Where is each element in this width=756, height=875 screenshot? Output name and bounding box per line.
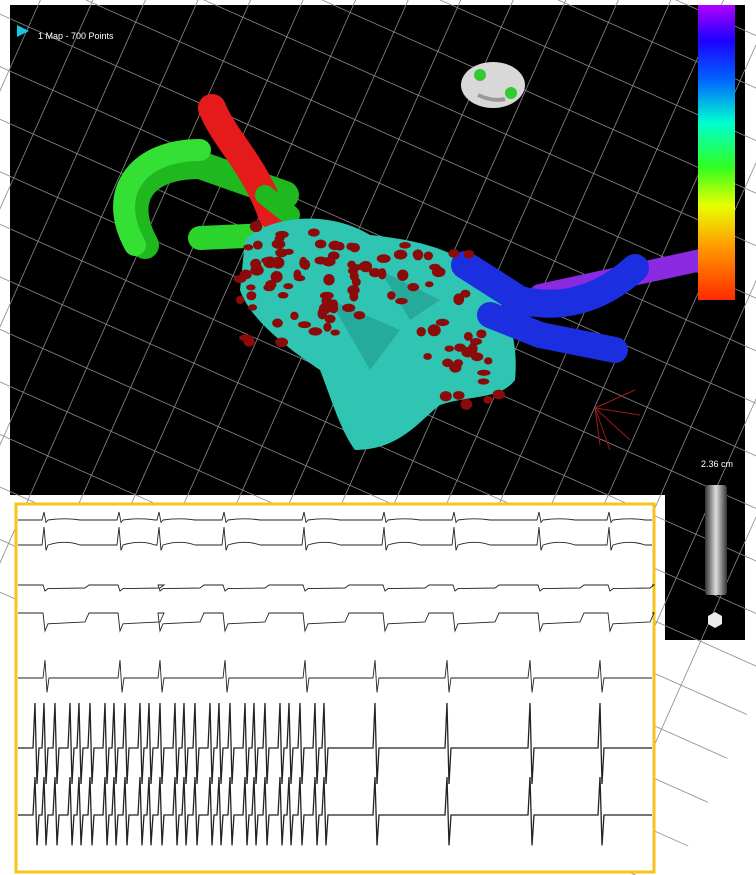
lesion-point bbox=[399, 242, 411, 249]
lesion-point bbox=[234, 275, 246, 283]
lesion-point bbox=[322, 296, 332, 307]
lesion-point bbox=[395, 298, 408, 305]
lesion-point bbox=[429, 264, 441, 271]
lesion-point bbox=[250, 221, 262, 232]
scale-slider bbox=[705, 485, 727, 595]
lesion-point bbox=[265, 280, 276, 289]
lesion-point bbox=[464, 332, 473, 341]
lesion-point bbox=[294, 275, 305, 281]
scale-label: 2.36 cm bbox=[701, 459, 733, 469]
lesion-point bbox=[308, 228, 320, 236]
lesion-point bbox=[243, 244, 253, 250]
lesion-point bbox=[461, 347, 474, 358]
lesion-point bbox=[448, 249, 459, 258]
lesion-point bbox=[493, 390, 505, 400]
lesion-point bbox=[428, 324, 441, 336]
lesion-point bbox=[425, 281, 434, 287]
color-bar bbox=[698, 5, 735, 300]
lesion-point bbox=[436, 319, 449, 326]
lesion-point bbox=[449, 362, 461, 373]
lesion-point bbox=[236, 296, 245, 304]
lesion-point bbox=[243, 337, 254, 347]
lesion-point bbox=[397, 269, 408, 280]
lesion-point bbox=[298, 321, 311, 328]
lesion-point bbox=[314, 256, 327, 264]
lesion-point bbox=[354, 311, 366, 319]
lesion-point bbox=[253, 241, 263, 250]
lesion-point bbox=[309, 327, 323, 335]
lesion-point bbox=[445, 345, 454, 351]
ecg-background bbox=[16, 504, 654, 872]
lesion-point bbox=[329, 241, 342, 250]
lesion-point bbox=[417, 327, 426, 336]
lesion-point bbox=[477, 370, 490, 376]
lesion-point bbox=[387, 291, 396, 300]
lesion-point bbox=[476, 329, 486, 338]
lesion-point bbox=[424, 252, 433, 261]
lesion-point bbox=[413, 249, 423, 260]
lesion-point bbox=[271, 257, 284, 269]
lesion-point bbox=[359, 262, 370, 269]
lesion-point bbox=[272, 318, 283, 327]
lesion-point bbox=[278, 292, 289, 299]
lesion-point bbox=[440, 391, 452, 401]
lesion-point bbox=[323, 274, 334, 285]
lesion-point bbox=[330, 329, 340, 335]
lesion-point bbox=[246, 284, 255, 290]
lesion-point bbox=[369, 268, 381, 277]
lesion-point bbox=[283, 283, 293, 289]
lesion-point bbox=[394, 250, 407, 260]
lesion-point bbox=[464, 250, 475, 259]
lesion-point bbox=[460, 290, 470, 298]
lesion-point bbox=[323, 323, 331, 332]
lesion-point bbox=[478, 378, 490, 384]
lesion-point bbox=[347, 261, 356, 269]
lesion-point bbox=[246, 291, 256, 300]
lesion-point bbox=[407, 283, 419, 291]
lesion-point bbox=[346, 243, 355, 251]
lesion-point bbox=[328, 251, 340, 260]
icon-dot bbox=[474, 69, 486, 81]
map-label: 1 Map - 700 Points bbox=[38, 31, 114, 41]
lesion-point bbox=[275, 235, 285, 242]
lesion-point bbox=[483, 396, 492, 404]
lesion-point bbox=[315, 239, 326, 248]
lesion-point bbox=[423, 353, 431, 360]
lesion-point bbox=[460, 399, 472, 410]
lesion-point bbox=[347, 285, 359, 295]
screen: 1 Map - 700 Points 2.36 cm bbox=[0, 0, 756, 875]
icon-dot bbox=[505, 87, 517, 99]
lesion-point bbox=[453, 392, 464, 399]
lesion-point bbox=[275, 337, 288, 347]
ecg-panel bbox=[16, 504, 654, 872]
lesion-point bbox=[253, 265, 263, 272]
lesion-point bbox=[290, 312, 298, 320]
lesion-point bbox=[299, 257, 307, 269]
lesion-point bbox=[484, 357, 493, 364]
lesion-point bbox=[248, 304, 257, 310]
lesion-point bbox=[325, 315, 336, 324]
lesion-point bbox=[275, 248, 287, 257]
lesion-point bbox=[342, 304, 355, 312]
lesion-point bbox=[377, 254, 391, 263]
